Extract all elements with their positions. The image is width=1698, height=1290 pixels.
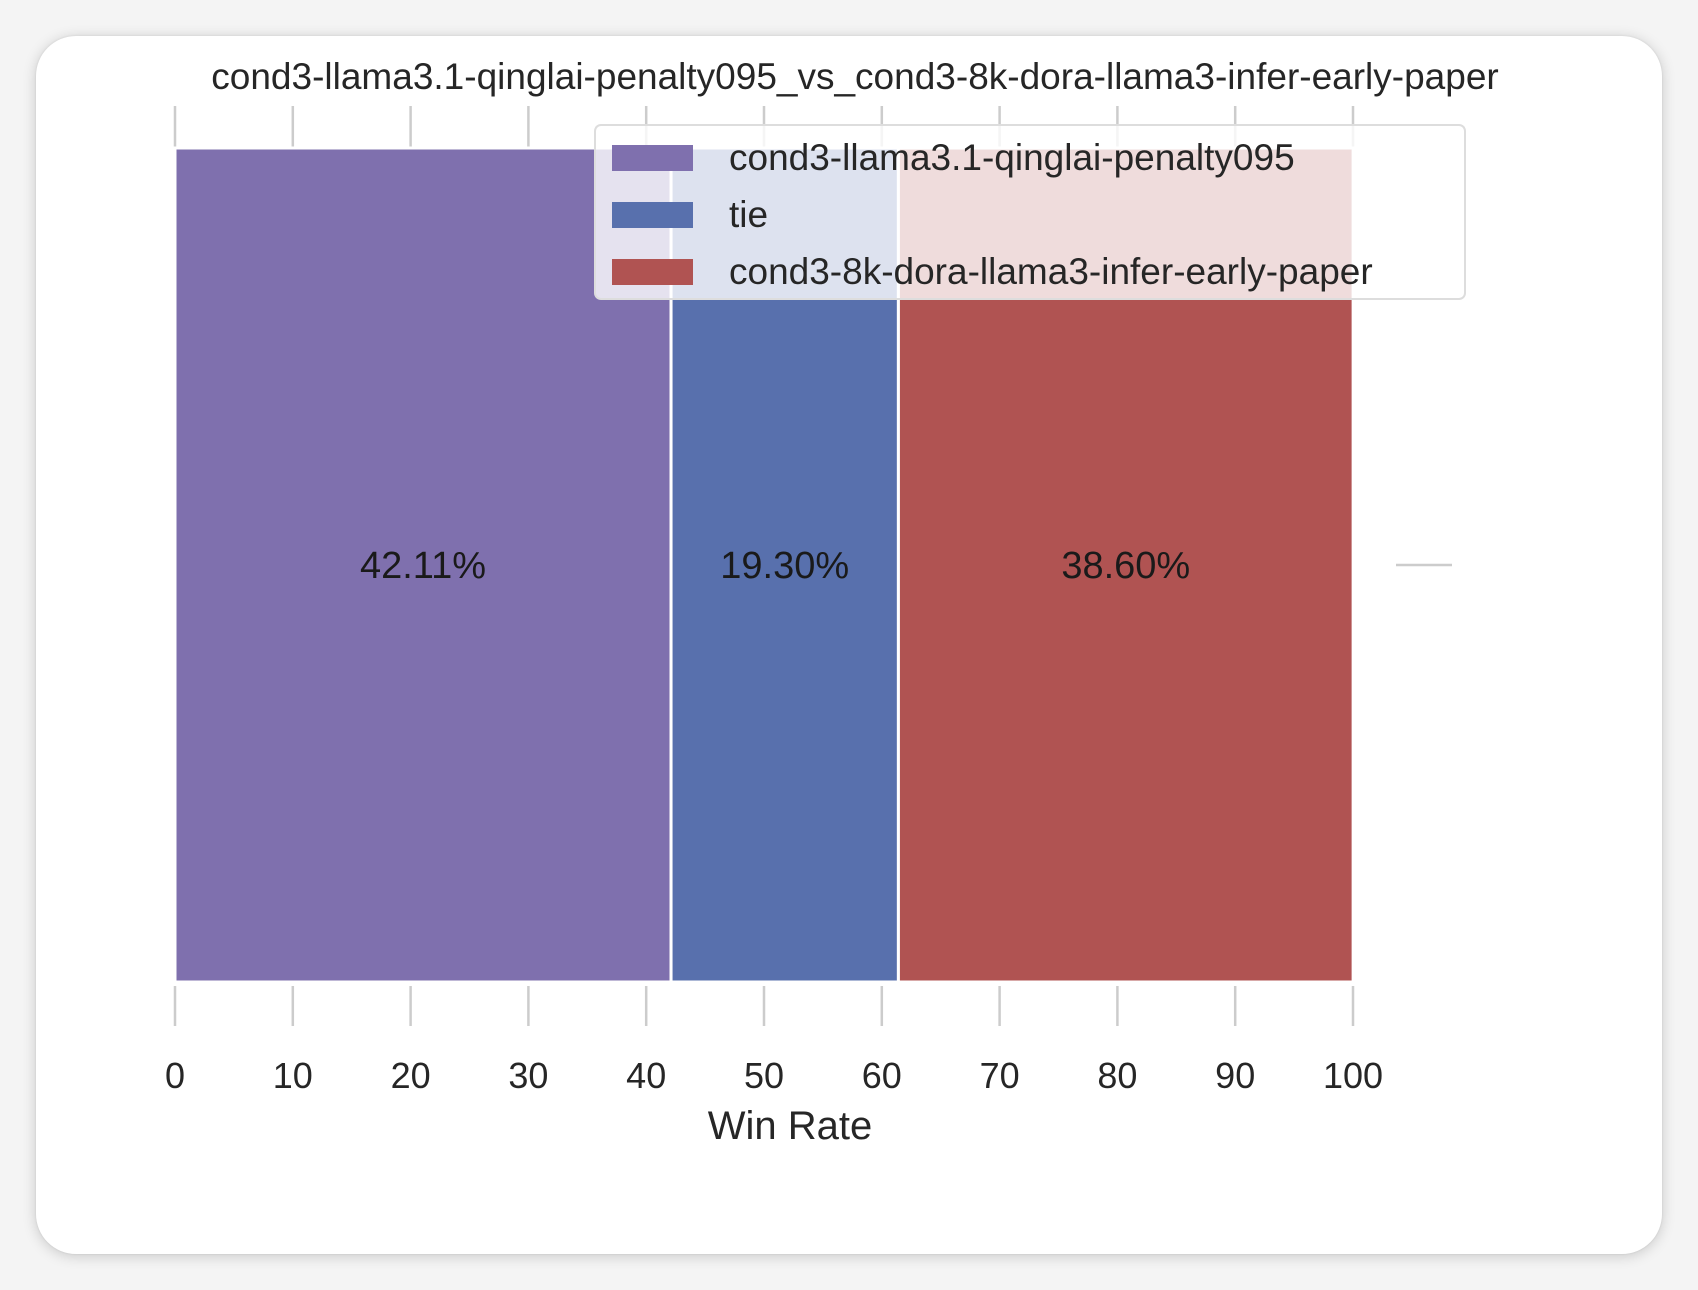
legend-label: tie bbox=[729, 194, 768, 235]
chart-title: cond3-llama3.1-qinglai-penalty095_vs_con… bbox=[211, 56, 1498, 97]
x-axis-bottom-ticks bbox=[173, 986, 1355, 1026]
x-tick-label: 100 bbox=[1323, 1055, 1383, 1096]
bar-value-labels: 42.11% 19.30% 38.60% bbox=[360, 545, 1190, 587]
x-tick-label: 60 bbox=[862, 1055, 902, 1096]
legend-swatch bbox=[612, 202, 693, 228]
x-tick-label: 10 bbox=[273, 1055, 313, 1096]
legend-box bbox=[594, 124, 1466, 300]
x-tick-label: 20 bbox=[391, 1055, 431, 1096]
x-tick-label: 70 bbox=[980, 1055, 1020, 1096]
legend-label: cond3-8k-dora-llama3-infer-early-paper bbox=[729, 251, 1373, 292]
x-tick-label: 50 bbox=[744, 1055, 784, 1096]
legend-label: cond3-llama3.1-qinglai-penalty095 bbox=[729, 137, 1295, 178]
x-tick-label: 30 bbox=[508, 1055, 548, 1096]
bar-segment bbox=[173, 146, 673, 984]
legend-swatch bbox=[612, 259, 693, 285]
x-tick-label: 0 bbox=[165, 1055, 185, 1096]
x-axis-tick-labels: 0 10 20 30 40 50 60 70 80 90 100 bbox=[165, 1055, 1383, 1096]
bar-value-label: 38.60% bbox=[1061, 545, 1190, 587]
bar-value-label: 42.11% bbox=[360, 545, 486, 587]
x-tick-label: 40 bbox=[626, 1055, 666, 1096]
x-tick-label: 80 bbox=[1097, 1055, 1137, 1096]
legend-swatch bbox=[612, 145, 693, 171]
legend: cond3-llama3.1-qinglai-penalty095 tie cond… bbox=[594, 124, 1466, 300]
chart-card: cond3-llama3.1-qinglai-penalty095_vs_con… bbox=[36, 36, 1662, 1254]
bar-value-label: 19.30% bbox=[720, 545, 849, 587]
x-tick-label: 90 bbox=[1215, 1055, 1255, 1096]
stacked-bar-chart: cond3-llama3.1-qinglai-penalty095_vs_con… bbox=[165, 56, 1499, 1148]
x-axis-label: Win Rate bbox=[708, 1104, 873, 1148]
